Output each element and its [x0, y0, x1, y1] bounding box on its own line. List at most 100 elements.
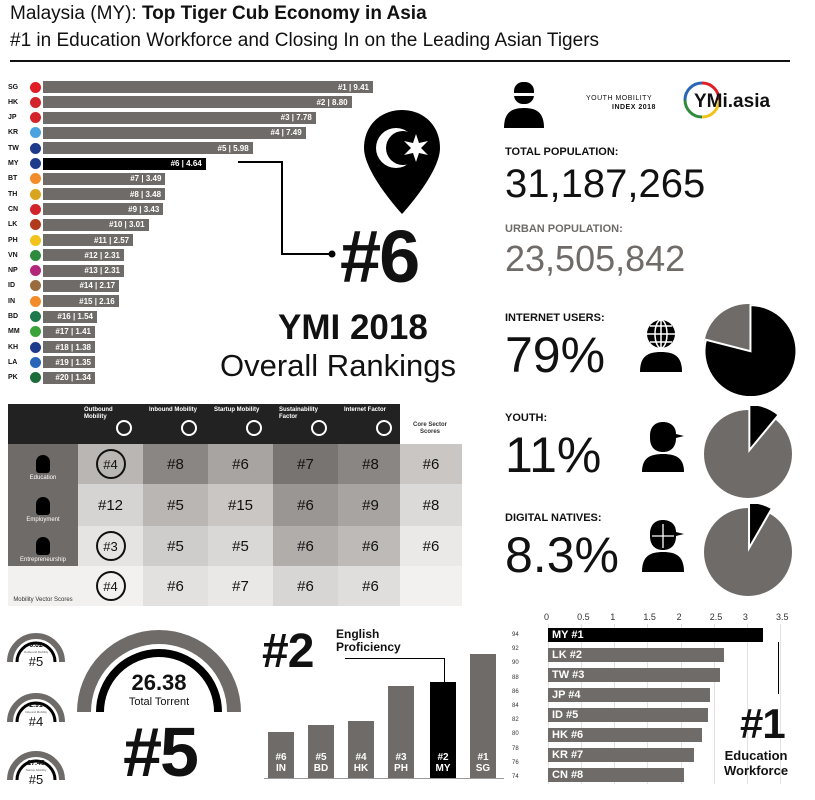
english-bar: #4 HK	[348, 721, 374, 778]
matrix-column-header: Internet Factor	[344, 407, 387, 413]
matrix-cell: #6	[338, 526, 403, 566]
ranking-row: KH #18 | 1.38	[8, 340, 95, 354]
total-torrent-rank: #5	[123, 713, 199, 791]
education-axis-tick: 1.5	[643, 612, 656, 622]
education-gridline	[746, 624, 748, 784]
ranking-country-code: JP	[8, 114, 17, 122]
education-gridline	[780, 624, 781, 784]
matrix-row-name: Entrepreneurship	[19, 557, 67, 563]
matrix-cell-value: #6	[362, 577, 379, 595]
total-torrent-value: 26.38	[131, 670, 187, 695]
small-gauge-value: 17.45	[27, 760, 45, 767]
brand-line1: YOUTH MOBILITY	[586, 95, 653, 102]
matrix-cell: #6	[208, 444, 273, 484]
ranking-country-code: PK	[8, 374, 18, 382]
country-flag-icon	[30, 326, 41, 338]
sector-person-icon	[36, 497, 50, 515]
matrix-cell-value: #12	[97, 496, 124, 514]
matrix-row-name: Mobility Vector Scores	[13, 597, 73, 603]
youth-pie	[704, 406, 792, 498]
ranking-country-code: CN	[8, 205, 19, 213]
digital-natives-pie	[704, 504, 792, 596]
ranking-country-code: KR	[8, 129, 19, 137]
country-flag-icon	[30, 234, 41, 246]
ranking-row: LA #19 | 1.35	[8, 355, 95, 369]
ranking-bar: #5 | 5.98	[43, 142, 253, 155]
matrix-row-label: Employment	[8, 484, 78, 526]
country-flag-icon	[30, 203, 41, 215]
overall-rank: #6	[340, 215, 420, 298]
ranking-row: PH #11 | 2.57	[8, 233, 134, 247]
country-flag-icon	[30, 311, 41, 322]
title-country: Malaysia (MY):	[10, 3, 142, 24]
english-bar-code: BD	[313, 763, 329, 774]
ranking-row: SG #1 | 9.41	[8, 80, 373, 94]
matrix-cell: #5	[143, 526, 208, 566]
ranking-bar: #8 | 3.48	[43, 188, 166, 201]
small-gauge-caption: Startup Mobility	[25, 768, 47, 772]
ranking-country-code: VN	[8, 251, 18, 259]
pie-highlight-slice	[703, 304, 796, 396]
ranking-row: TH #8 | 3.48	[8, 187, 166, 201]
ranking-country-code: LK	[8, 221, 18, 229]
matrix-row-name: Education	[29, 475, 57, 481]
ranking-row: HK #2 | 8.80	[8, 95, 352, 109]
ranking-bar: #18 | 1.38	[43, 341, 95, 354]
english-bar: #2 MY	[430, 682, 456, 778]
english-axis-tick: 78	[512, 745, 519, 752]
matrix-cell-value: #6	[422, 455, 440, 473]
ranking-country-code: PH	[8, 236, 18, 244]
country-flag-icon	[30, 96, 41, 108]
english-bar-rank: #2	[437, 751, 449, 763]
digital-natives-value: 8.3%	[505, 527, 619, 583]
overall-caption: Overall Rankings	[220, 348, 457, 383]
matrix-cell-circled-value: #3	[95, 531, 126, 561]
internet-users-value: 79%	[505, 327, 606, 383]
ranking-row: NP #13 | 2.31	[8, 264, 124, 278]
globe-person-icon	[640, 319, 682, 372]
matrix-cell: #4	[78, 566, 143, 606]
english-bar: #5 BD	[308, 724, 334, 778]
total-torrent-label: Total Torrent	[128, 696, 190, 708]
ranking-bar: #6 | 4.64	[43, 157, 206, 170]
matrix-cell: #12	[78, 484, 143, 526]
matrix-cell-value: #7	[232, 577, 249, 595]
matrix-cell-value: #6	[232, 455, 249, 473]
title-headline: Top Tiger Cub Economy in Asia	[141, 3, 427, 24]
country-flag-icon	[30, 280, 41, 292]
person-icon	[504, 82, 544, 128]
english-bar-rank: #1	[477, 752, 489, 763]
country-flag-icon	[30, 341, 41, 353]
ranking-bar: #15 | 2.16	[43, 295, 119, 308]
education-axis-tick: 0	[544, 612, 550, 622]
small-gauge	[7, 693, 65, 723]
pie-remainder-slice	[704, 508, 792, 596]
ymi-logo-ring-icon	[683, 81, 721, 119]
english-axis-tick: 80	[512, 731, 519, 738]
factor-icon	[246, 420, 262, 436]
education-connector	[778, 642, 779, 694]
sector-person-icon	[36, 537, 50, 555]
country-flag-icon	[30, 127, 41, 139]
ranking-bar: #4 | 7.49	[43, 126, 306, 139]
english-connector-v	[444, 658, 445, 684]
english-bar: #6 IN	[268, 731, 294, 778]
ranking-bar: #9 | 3.43	[43, 203, 164, 216]
english-axis-tick: 82	[512, 717, 519, 724]
small-gauge	[7, 633, 65, 663]
ymi-logo: YMi.asia	[694, 91, 771, 112]
country-flag-icon	[30, 219, 41, 231]
education-gridline	[581, 624, 583, 784]
matrix-cell: #15	[208, 484, 273, 526]
education-gridline	[713, 624, 715, 784]
education-gridline	[548, 624, 549, 784]
education-rank: #1	[740, 700, 786, 747]
matrix-cell: #8	[143, 444, 208, 484]
country-flag-icon	[30, 81, 41, 93]
matrix-row-label: Mobility Vector Scores	[8, 566, 78, 606]
pie-highlight-slice	[748, 406, 781, 454]
education-bar: MY #1	[548, 628, 764, 642]
gauge-inner-arc	[15, 701, 57, 723]
page-title: Malaysia (MY): Top Tiger Cub Economy in …	[10, 3, 427, 25]
